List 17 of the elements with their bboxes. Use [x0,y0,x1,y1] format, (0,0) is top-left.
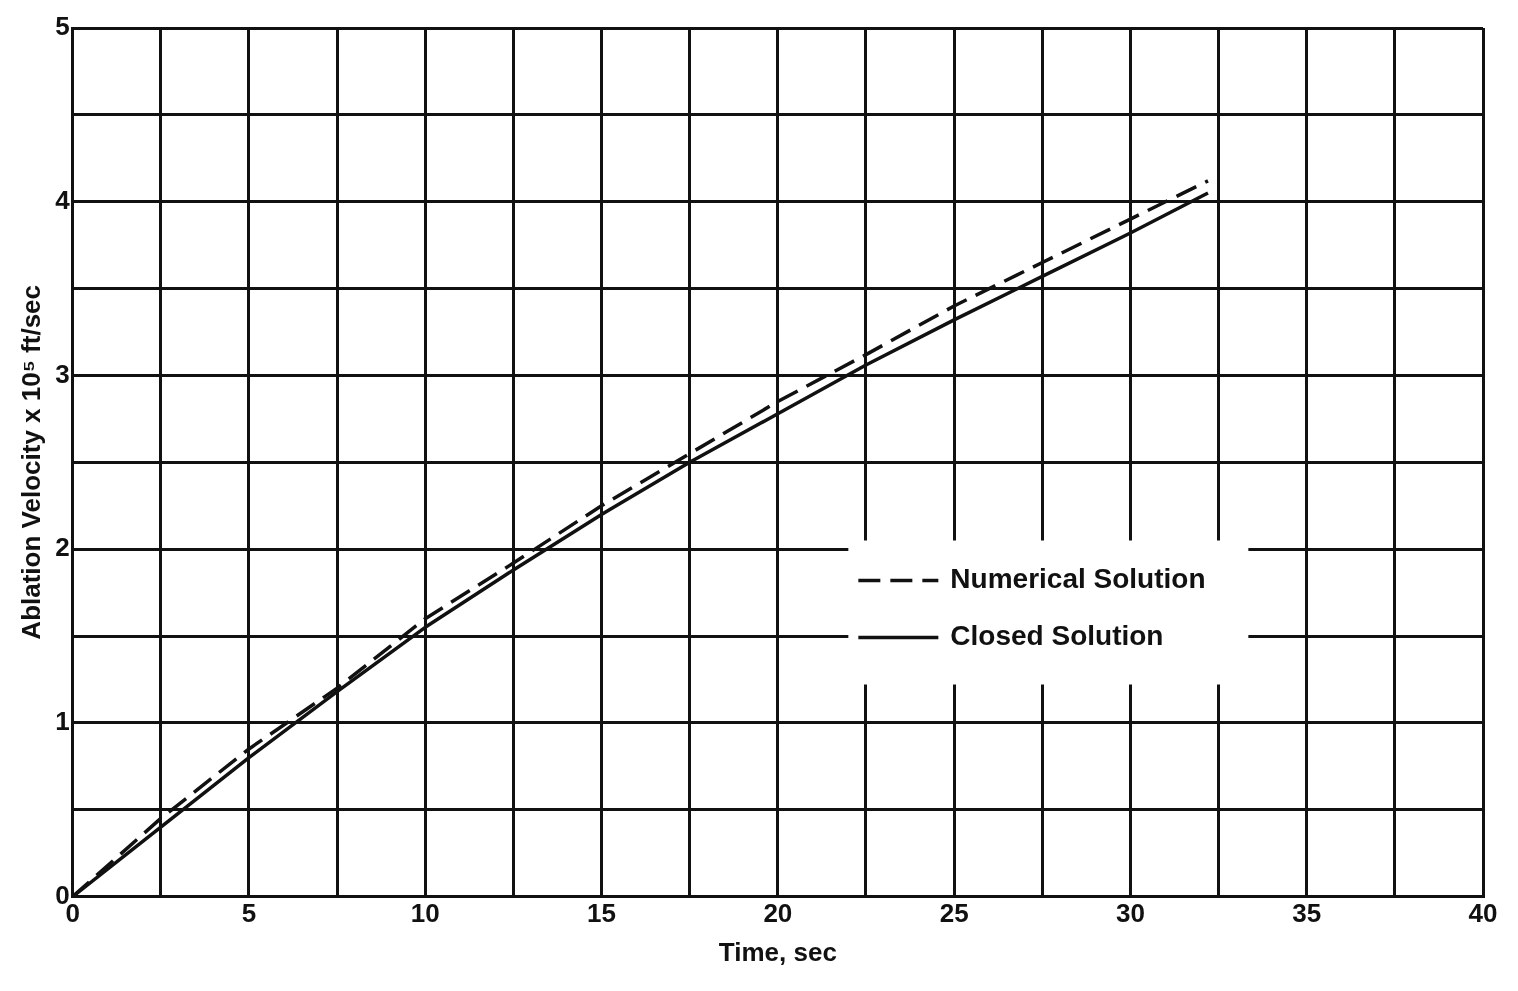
y-tick-label: 4 [55,184,71,215]
x-tick-label: 15 [587,898,616,929]
x-tick-label: 40 [1468,898,1498,929]
legend-label: Closed Solution [950,620,1164,652]
x-tick-label: 25 [939,898,969,929]
x-tick-label: 35 [1292,898,1322,929]
x-tick-label: 5 [241,898,257,929]
x-tick-label: 20 [763,898,793,929]
y-tick-label: 5 [55,11,70,42]
y-tick-label: 1 [55,706,70,737]
x-tick-label: 10 [410,898,440,929]
y-tick-label: 3 [55,358,70,389]
legend-label: Numerical Solution [950,563,1206,595]
y-tick-label: 2 [55,532,70,563]
x-axis-title: Time, sec [718,936,837,967]
x-tick-label: 30 [1115,898,1145,929]
y-axis-title: Ablation Velocity x 10⁵ ft/sec [15,284,46,640]
